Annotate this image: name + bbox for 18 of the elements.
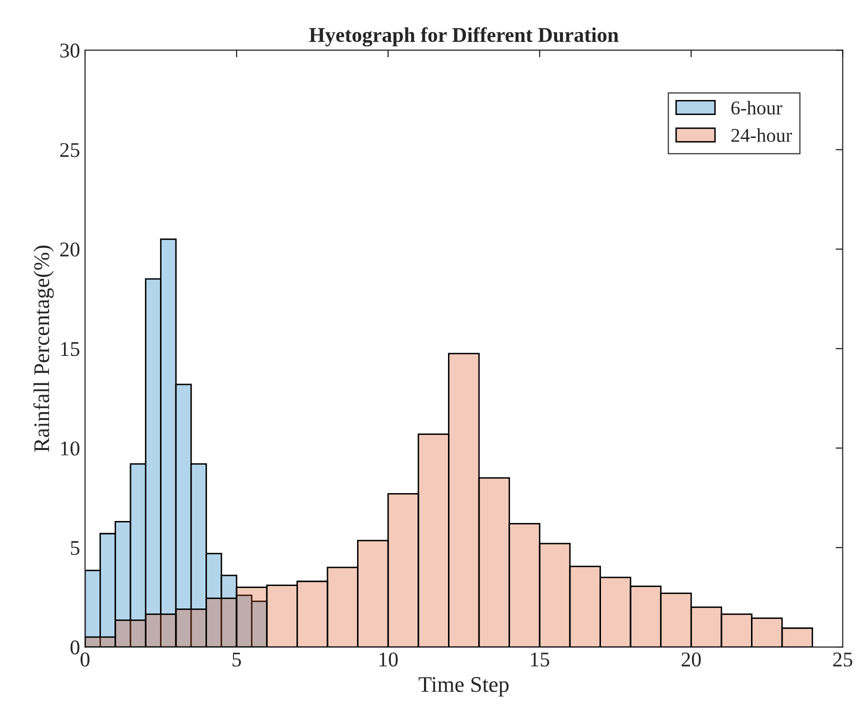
x-tick-label: 25 (833, 652, 852, 667)
chart-title: Hyetograph for Different Duration (309, 27, 619, 46)
y-tick-label: 10 (61, 441, 80, 456)
y-tick-label: 0 (70, 640, 80, 654)
y-tick-label: 20 (60, 242, 80, 257)
x-tick-label: 0 (80, 652, 90, 667)
x-tick-label: 10 (380, 652, 398, 667)
y-tick-label: 5 (70, 541, 80, 555)
y-axis-title: Rainfall Percentage(%) (33, 246, 54, 452)
y-tick-label: 30 (60, 44, 80, 58)
legend-label: 24-hour (731, 128, 792, 142)
x-axis-title: Time Step (418, 677, 509, 696)
x-tick-label: 15 (531, 652, 550, 667)
x-tick-label: 5 (232, 652, 241, 667)
legend-label: 6-hour (731, 100, 782, 115)
y-tick-label: 15 (61, 342, 80, 356)
y-tick-label: 25 (60, 143, 80, 158)
x-tick-label: 20 (682, 652, 701, 667)
